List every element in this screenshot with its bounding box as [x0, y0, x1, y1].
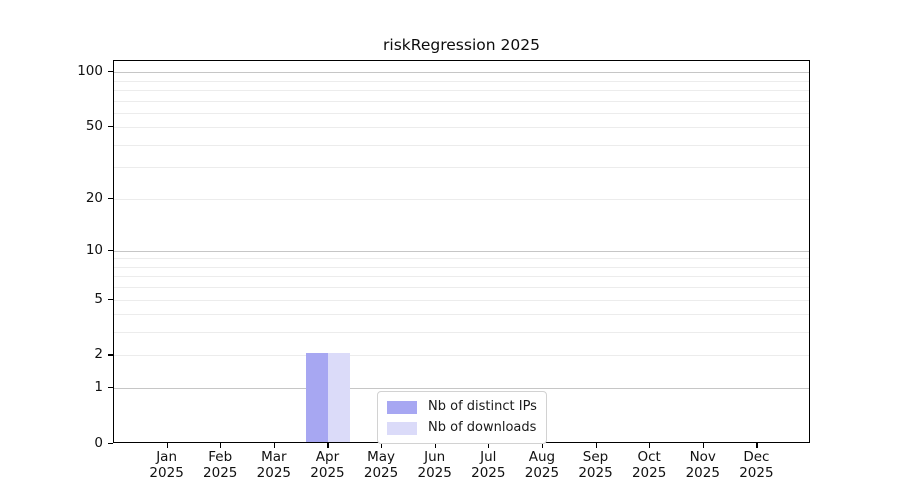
y-gridline-major: [114, 72, 809, 74]
y-gridline-minor: [114, 314, 809, 316]
x-tick-mark: [434, 443, 436, 448]
y-gridline-minor: [114, 287, 809, 289]
y-gridline-minor: [114, 332, 809, 334]
x-tick-mark: [273, 443, 276, 448]
x-tick-label: Sep 2025: [564, 449, 628, 481]
y-gridline-major: [114, 388, 809, 390]
x-tick-year: 2025: [256, 465, 292, 481]
plot-area: Nb of distinct IPs Nb of downloads: [113, 60, 810, 444]
x-tick-label: Jun 2025: [403, 449, 467, 481]
x-tick-mark: [649, 443, 651, 448]
y-tick-label: 5: [94, 290, 103, 307]
x-tick-year: 2025: [363, 465, 399, 481]
y-gridline-minor: [114, 299, 809, 301]
x-tick-label: Apr 2025: [295, 449, 359, 481]
y-tick-label: 50: [85, 118, 103, 135]
legend-label: Nb of downloads: [428, 420, 537, 435]
x-tick-label: Jan 2025: [135, 449, 199, 481]
y-tick-label: 10: [85, 241, 103, 258]
x-tick-month: Nov: [689, 449, 716, 465]
legend-item: Nb of distinct IPs: [387, 398, 537, 416]
x-tick-mark: [541, 443, 544, 448]
legend-swatch: [387, 400, 417, 414]
y-gridline-minor: [114, 167, 809, 169]
x-tick-label: Mar 2025: [242, 449, 306, 481]
y-tick-mark: [108, 298, 113, 300]
x-tick-month: Sep: [582, 449, 609, 465]
chart-title: riskRegression 2025: [383, 36, 540, 54]
y-gridline-minor: [114, 258, 809, 260]
y-tick-label: 2: [94, 346, 103, 363]
x-tick-month: Mar: [261, 449, 287, 465]
bar-downloads: [328, 353, 351, 442]
y-tick-label: 0: [94, 435, 103, 451]
y-gridline-minor: [114, 100, 809, 102]
x-tick-year: 2025: [685, 465, 720, 481]
y-tick-mark: [108, 387, 113, 389]
bar-distinct-ips: [306, 353, 329, 442]
y-tick-label: 100: [77, 63, 103, 80]
x-tick-mark: [756, 443, 758, 448]
y-gridline-minor: [114, 144, 809, 146]
y-gridline-minor: [114, 80, 809, 82]
y-gridline-minor: [114, 266, 809, 268]
y-gridline-minor: [114, 355, 809, 357]
y-gridline-major: [114, 250, 809, 252]
x-tick-label: Aug 2025: [510, 449, 574, 481]
legend-label: Nb of distinct IPs: [428, 399, 537, 414]
x-tick-mark: [220, 443, 222, 448]
x-tick-mark: [595, 443, 597, 448]
x-tick-month: Feb: [208, 449, 233, 465]
y-gridline-minor: [114, 127, 809, 129]
x-tick-month: Dec: [743, 449, 770, 465]
x-tick-month: Jun: [424, 449, 446, 465]
y-tick-label: 1: [94, 379, 103, 396]
x-tick-month: Oct: [637, 449, 661, 465]
x-tick-mark: [327, 443, 329, 448]
x-tick-mark: [381, 443, 383, 448]
x-tick-year: 2025: [471, 465, 506, 481]
x-tick-year: 2025: [203, 465, 238, 481]
y-tick-mark: [108, 197, 113, 199]
y-tick-mark: [108, 126, 113, 128]
x-tick-label: Oct 2025: [617, 449, 681, 481]
x-tick-month: Jan: [156, 449, 178, 465]
x-tick-mark: [166, 443, 168, 448]
legend-swatch: [387, 421, 417, 435]
y-gridline-minor: [114, 198, 809, 200]
x-tick-year: 2025: [578, 465, 613, 481]
x-tick-year: 2025: [739, 465, 774, 481]
x-tick-month: Apr: [315, 449, 340, 465]
x-tick-label: Feb 2025: [188, 449, 252, 481]
y-gridline-minor: [114, 112, 809, 114]
y-gridline-minor: [114, 89, 809, 91]
y-tick-mark: [108, 249, 113, 251]
x-tick-label: Dec 2025: [724, 449, 788, 481]
x-tick-month: Aug: [528, 449, 556, 465]
legend-item: Nb of downloads: [387, 419, 537, 437]
y-tick-label: 20: [85, 189, 103, 206]
y-gridline-minor: [114, 276, 809, 278]
x-tick-year: 2025: [417, 465, 452, 481]
y-tick-mark: [108, 71, 113, 73]
y-tick-mark: [108, 443, 113, 445]
x-tick-month: Jul: [480, 449, 497, 465]
legend: Nb of distinct IPs Nb of downloads: [377, 391, 547, 444]
x-tick-year: 2025: [524, 465, 560, 481]
x-tick-mark: [488, 443, 490, 448]
x-tick-month: May: [367, 449, 396, 465]
y-tick-mark: [108, 354, 113, 356]
x-tick-label: May 2025: [349, 449, 413, 481]
x-tick-label: Nov 2025: [671, 449, 735, 481]
x-tick-year: 2025: [149, 465, 184, 481]
x-tick-label: Jul 2025: [456, 449, 520, 481]
x-tick-year: 2025: [310, 465, 345, 481]
x-tick-year: 2025: [631, 465, 667, 481]
x-tick-mark: [702, 443, 704, 448]
